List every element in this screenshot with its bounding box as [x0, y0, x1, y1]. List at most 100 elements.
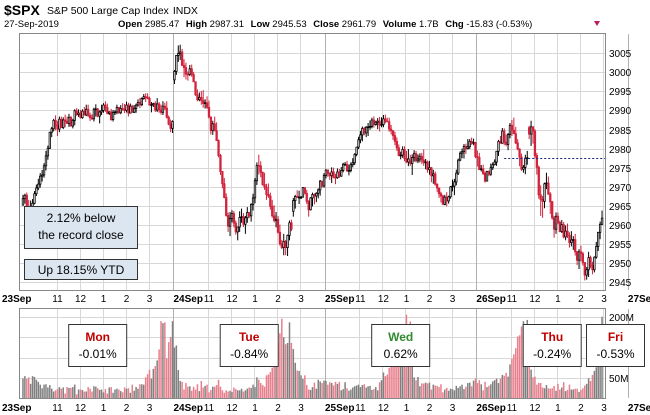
candle: [566, 223, 569, 239]
volume-bar: [275, 351, 277, 398]
x-axis-time-label: 1: [555, 294, 561, 305]
candle: [253, 178, 257, 204]
volume-bar: [373, 389, 375, 398]
candle-body: [317, 189, 320, 194]
volume-bar: [355, 385, 358, 398]
volume-bar: [541, 387, 544, 398]
candle: [79, 110, 82, 119]
candle-body: [272, 215, 276, 221]
candle: [529, 120, 533, 146]
volume-bar: [277, 342, 279, 398]
candle: [156, 98, 159, 112]
candle-body: [167, 116, 170, 125]
candle: [223, 178, 226, 199]
x-axis-time-label: 3: [147, 403, 153, 414]
volume-bar: [553, 385, 555, 398]
candle-body: [551, 201, 554, 219]
candle: [518, 148, 521, 167]
candle: [451, 179, 454, 192]
candle: [240, 208, 243, 223]
candle-body: [244, 217, 247, 225]
candle-body: [274, 218, 278, 221]
volume-bar: [273, 362, 275, 398]
candle-body: [558, 221, 562, 232]
x-axis-time-label: 1: [101, 403, 107, 414]
candle-body: [587, 257, 590, 271]
candle-body: [547, 182, 550, 195]
candle-body: [238, 216, 241, 228]
candle-body: [219, 155, 222, 172]
volume-bar: [568, 384, 571, 398]
candle-body: [474, 142, 477, 158]
candle: [554, 212, 558, 234]
candle: [64, 114, 67, 128]
candle: [505, 134, 508, 147]
candle: [564, 225, 567, 241]
volume-bar: [453, 390, 456, 398]
candle: [226, 212, 230, 232]
candle-body: [322, 174, 326, 187]
volume-bar: [584, 385, 586, 398]
candle-body: [478, 157, 481, 171]
candle-body: [313, 194, 316, 197]
candle-body: [33, 193, 36, 204]
volume-bar: [158, 349, 160, 398]
volume-bar: [181, 381, 183, 398]
candle-body: [363, 127, 366, 134]
candle: [363, 126, 366, 136]
candle: [263, 172, 266, 190]
candle-body: [397, 147, 400, 156]
volume-bar: [47, 387, 49, 398]
candle-body: [276, 218, 280, 233]
volume-bar: [267, 374, 270, 398]
candle-body: [188, 68, 191, 75]
candle: [464, 143, 468, 154]
volume-tick-label: 200M: [609, 313, 634, 324]
volume-bar: [495, 378, 498, 398]
candle: [81, 109, 84, 119]
volume-bar: [386, 374, 389, 398]
candle-body: [121, 108, 124, 110]
candle-body: [75, 110, 78, 116]
volume-bar: [545, 385, 548, 398]
candle: [574, 233, 577, 256]
candle: [288, 220, 291, 241]
candle: [39, 173, 42, 188]
candle-body: [309, 197, 312, 211]
candle: [44, 150, 48, 171]
volume-bar: [271, 367, 273, 398]
candle: [165, 101, 168, 119]
candle: [393, 131, 397, 146]
candle: [572, 236, 575, 250]
day-name-label: Mon: [85, 330, 110, 344]
candle-body: [564, 230, 567, 238]
candle: [87, 104, 90, 117]
price-tick-label: 3005: [609, 49, 632, 60]
candle: [261, 171, 264, 186]
candle: [482, 164, 485, 175]
candle-body: [541, 199, 544, 202]
candle-body: [359, 134, 362, 141]
volume-bar: [447, 390, 450, 398]
price-tick-label: 2965: [609, 202, 632, 213]
volume-bar: [442, 392, 444, 398]
candle: [474, 141, 477, 159]
candle: [545, 172, 548, 190]
candle-body: [595, 246, 598, 258]
candle: [136, 99, 140, 107]
candle-body: [549, 193, 552, 203]
volume-bar: [304, 375, 306, 398]
day-change-box-frame: [219, 324, 279, 367]
candle: [85, 104, 88, 117]
candle: [359, 131, 362, 144]
volume-bar: [240, 388, 243, 398]
volume-bar: [455, 385, 458, 398]
candle-body: [583, 262, 586, 276]
volume-bar: [58, 387, 61, 398]
candle-body: [228, 218, 232, 227]
candle-body: [280, 243, 283, 248]
chg-label: Chg: [445, 19, 464, 30]
volume-bar: [566, 389, 569, 398]
candle-body: [64, 119, 67, 122]
candle: [526, 150, 529, 165]
